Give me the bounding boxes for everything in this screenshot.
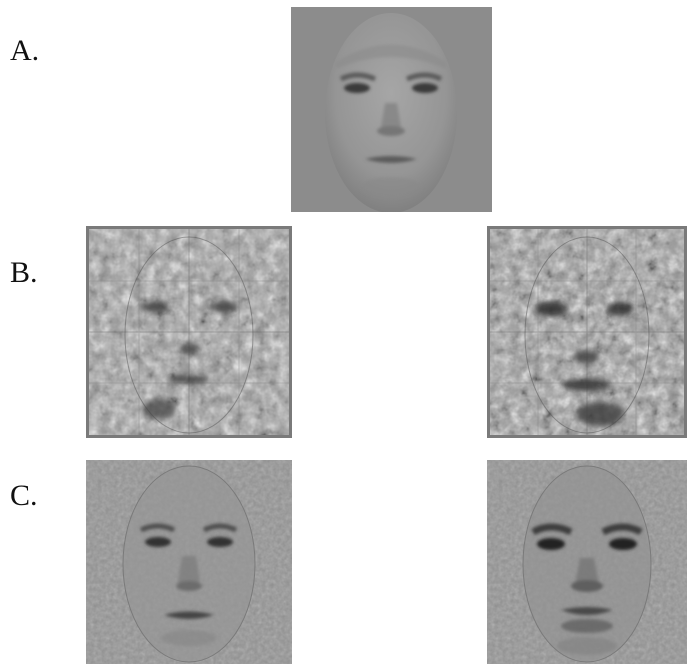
classification-image-2 (487, 460, 687, 664)
row-label-a: A. (10, 34, 40, 67)
noise-face-image-1 (86, 226, 292, 438)
noise-face-icon (89, 229, 289, 435)
row-label-b: B. (10, 256, 38, 289)
classification-image-icon (86, 460, 292, 664)
row-label-c: C. (10, 479, 38, 512)
noise-face-icon (490, 229, 684, 435)
classification-image-icon (487, 460, 687, 664)
base-face-icon (291, 7, 492, 212)
noise-face-image-2 (487, 226, 687, 438)
base-face-image (291, 7, 492, 212)
classification-image-1 (86, 460, 292, 664)
